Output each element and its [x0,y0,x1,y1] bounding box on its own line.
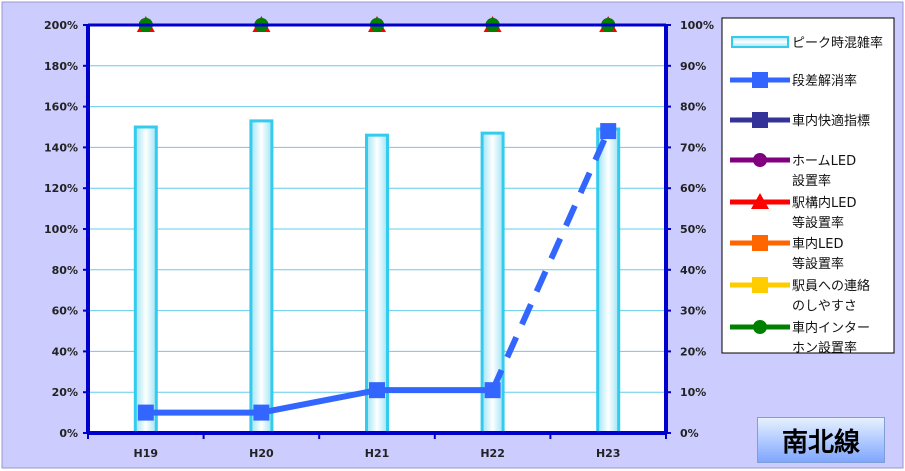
legend-swatch [731,36,789,48]
bar-H19 [133,125,158,435]
x-tick-label: H20 [249,447,274,460]
right-tick-label: 80% [680,101,706,114]
bar-H23 [596,127,621,435]
legend-label: ホームLED 設置率 [792,154,856,189]
right-tick-label: 70% [680,141,706,154]
left-tick-label: 0% [59,427,78,440]
legend-marker [752,72,768,88]
data-point-H21 [369,382,385,399]
x-tick-label: H21 [365,447,390,460]
legend-marker [752,235,768,251]
left-tick-label: 180% [44,60,78,73]
axes [83,23,671,439]
left-tick-label: 120% [44,182,78,195]
data-point-H23 [600,123,617,140]
legend-label: 段差解消率 [792,73,857,89]
legend-label: 車内インターホン設置率 [792,320,870,356]
line-series-group [137,123,617,421]
left-tick-label: 200% [44,19,78,32]
legend-marker [752,112,768,128]
left-tick-label: 80% [52,264,78,277]
legend-marker [752,277,768,293]
right-tick-label: 0% [680,427,699,440]
legend-label: 車内LED 等設置率 [792,236,844,272]
right-tick-label: 60% [680,182,706,195]
x-tick-label: H19 [134,447,159,460]
x-axis-ticks: H19 H20 H21 H22 H23 [134,447,621,460]
legend-label: ピーク時混雑率 [792,35,883,51]
x-tick-label: H22 [480,447,505,460]
legend-marker [753,153,767,167]
right-axis-ticks: 0% 10% 20% 30% 40% 50% 60% 70% 80% 90% 100% [680,19,714,440]
legend-marker [753,320,767,334]
legend-label: 車内快適指標 [792,113,870,129]
line-name-badge: 南北線 [757,417,885,463]
legend-label: 駅員への連絡のしやすさ [792,278,870,314]
data-point-H19 [137,404,154,421]
right-tick-label: 100% [680,19,714,32]
right-tick-label: 20% [680,345,706,358]
bar-series [133,119,621,435]
left-axis-ticks: 0% 20% 40% 60% 80% 100% 120% 140% 160% 180% 200% [44,19,78,440]
legend-box [721,17,895,354]
left-tick-label: 20% [52,386,78,399]
left-tick-label: 40% [52,345,78,358]
data-point-H20 [253,404,270,421]
line-segment [489,129,611,392]
left-tick-label: 60% [52,305,78,318]
right-tick-label: 30% [680,305,706,318]
right-tick-label: 90% [680,60,706,73]
x-tick-label: H23 [596,447,621,460]
legend-label: 駅構内LED 等設置率 [792,195,856,231]
line-segment [260,387,378,416]
left-tick-label: 140% [44,141,78,154]
legend-marker [751,193,769,209]
right-tick-label: 10% [680,386,706,399]
right-tick-label: 40% [680,264,706,277]
bar-H20 [249,119,274,435]
left-tick-label: 100% [44,223,78,236]
data-point-H22 [484,382,501,399]
right-tick-label: 50% [680,223,706,236]
left-tick-label: 160% [44,101,78,114]
